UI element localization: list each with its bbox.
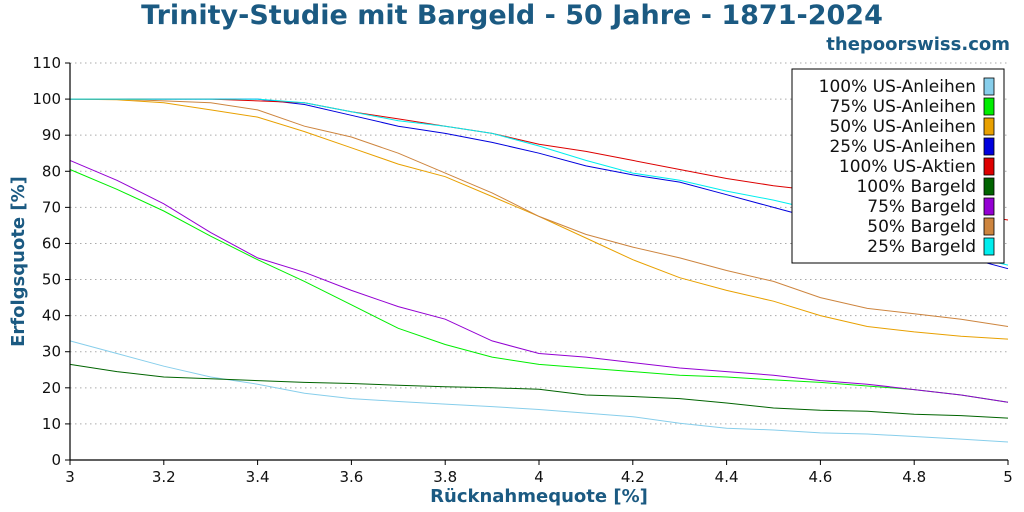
x-tick-label: 3.2: [152, 468, 176, 486]
chart-title: Trinity-Studie mit Bargeld - 50 Jahre - …: [141, 0, 883, 31]
y-tick-label: 90: [42, 126, 61, 144]
y-tick-label: 40: [42, 307, 61, 325]
legend-label: 25% Bargeld: [867, 237, 976, 257]
y-tick-label: 110: [32, 54, 61, 72]
y-tick-label: 20: [42, 379, 61, 397]
y-tick-label: 0: [51, 451, 61, 469]
site-watermark: thepoorswiss.com: [826, 34, 1010, 55]
legend-label: 100% US-Aktien: [839, 157, 976, 177]
x-tick-label: 4.8: [902, 468, 926, 486]
x-tick-label: 4: [534, 468, 544, 486]
x-tick-label: 4.6: [808, 468, 832, 486]
x-tick-label: 3: [65, 468, 75, 486]
x-tick-label: 3.4: [246, 468, 270, 486]
y-tick-label: 30: [42, 343, 61, 361]
axes: 0 10 20 30 40 50 60 70 80 90 100 110 3 3.2 3.4 3.6 3.8 4 4…: [32, 54, 1012, 486]
x-tick-label: 5: [1003, 468, 1013, 486]
legend-swatch: [983, 77, 995, 96]
legend-label: 100% US-Anleihen: [819, 77, 976, 97]
y-tick-label: 70: [42, 198, 61, 216]
x-tick-label: 4.2: [621, 468, 645, 486]
x-tick-label: 3.8: [433, 468, 457, 486]
y-tick-label: 80: [42, 162, 61, 180]
x-tick-label: 3.6: [339, 468, 363, 486]
y-tick-label: 10: [42, 415, 61, 433]
y-tick-label: 100: [32, 90, 61, 108]
legend-swatch: [983, 237, 995, 256]
y-tick-label: 50: [42, 271, 61, 289]
legend-label: 50% US-Anleihen: [829, 117, 976, 137]
legend-swatch: [983, 197, 995, 216]
series-line-2: [69, 169, 1009, 403]
y-tick-label: 60: [42, 234, 61, 252]
legend-swatch: [983, 97, 995, 116]
legend-box: [791, 68, 1005, 264]
series-lines: [69, 98, 1009, 443]
series-line-7: [69, 159, 1009, 403]
legend-swatch: [983, 117, 995, 136]
y-axis-label: Erfolgsquote [%]: [8, 176, 29, 347]
legend-swatch: [983, 177, 995, 196]
legend-label: 75% US-Anleihen: [829, 97, 976, 117]
series-line-6: [69, 363, 1009, 419]
legend-label: 50% Bargeld: [867, 217, 976, 237]
legend-swatch: [983, 137, 995, 156]
legend-label: 100% Bargeld: [856, 177, 976, 197]
x-axis-label: Rücknahmequote [%]: [430, 486, 648, 507]
series-line-1: [69, 340, 1009, 443]
legend-label: 75% Bargeld: [867, 197, 976, 217]
legend-swatch: [983, 157, 995, 176]
series-line-8: [70, 98, 1009, 327]
x-tick-label: 4.4: [715, 468, 739, 486]
legend-swatch: [983, 217, 995, 236]
legend-label: 25% US-Anleihen: [829, 137, 976, 157]
